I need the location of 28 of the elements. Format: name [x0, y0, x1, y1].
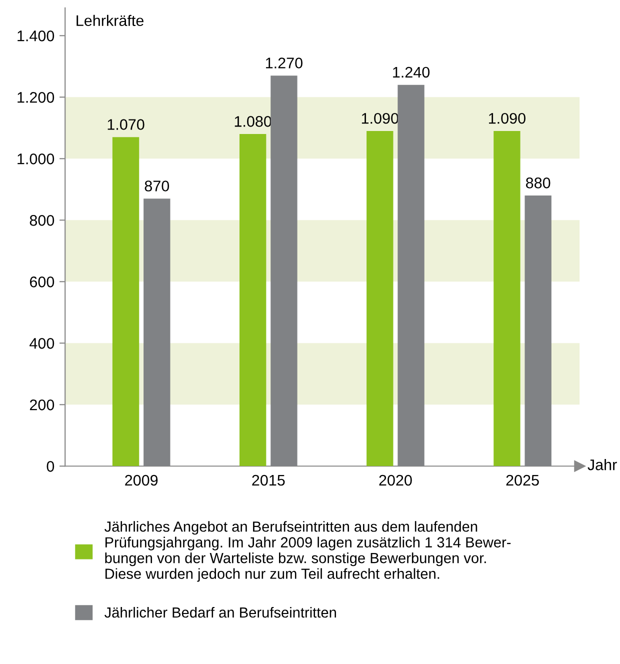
y-axis-title: Lehrkräfte [76, 14, 144, 26]
data-label: 1.080 [234, 116, 272, 127]
y-tick-label: 1.000 [18, 154, 54, 164]
legend-label: Jährliches Angebot an Berufseintritten aus dem laufenden Prüfungsjahrgang. Im Jahr 2009 lagen zusätzlich 1 314 Bewer- bungen von der Warteliste bzw. sonstige Bewerbungen vor. Diese wurden jedoch nur zum Teil aufrecht erhalten. [104, 521, 511, 582]
bar [366, 130, 394, 466]
y-tick-label: 600 [30, 276, 54, 288]
x-tick-label: 2020 [379, 474, 412, 486]
y-tick-label: 200 [30, 400, 54, 410]
x-axis-title: Jahr [588, 459, 617, 470]
data-label: 870 [144, 180, 170, 192]
data-label: 1.270 [266, 58, 302, 68]
y-tick-label: 800 [30, 215, 54, 226]
y-tick-label: 0 [46, 460, 54, 472]
x-tick-label: 2009 [125, 474, 158, 486]
y-tick-label: 1.200 [18, 92, 54, 103]
legend-label: Jährlicher Bedarf an Berufseintritten [104, 606, 336, 618]
x-tick-label: 2015 [252, 474, 285, 486]
y-tick-label: 1.400 [18, 30, 54, 42]
data-label: 1.090 [362, 112, 398, 124]
data-label: 1.070 [108, 119, 144, 130]
data-label: 1.240 [393, 66, 430, 78]
data-label: 880 [526, 178, 550, 188]
y-tick-label: 400 [30, 338, 54, 349]
data-label: 1.090 [489, 112, 526, 124]
bar [112, 137, 140, 466]
bar [239, 134, 266, 466]
bar [494, 130, 520, 466]
x-tick-label: 2025 [506, 474, 539, 486]
